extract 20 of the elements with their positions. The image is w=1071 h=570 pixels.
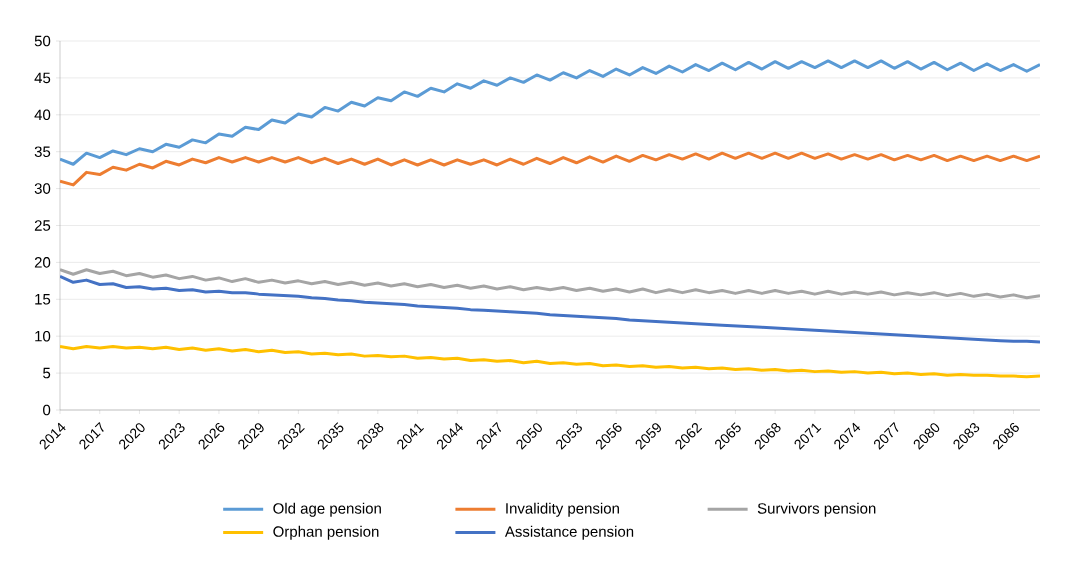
line-series <box>60 345 1041 379</box>
y-tick-label: 15 <box>35 294 51 305</box>
y-tick-label: 10 <box>35 330 51 342</box>
y-tick-label: 45 <box>34 72 51 84</box>
legend-label: Assistance pension <box>504 525 634 540</box>
y-tick-label: 35 <box>34 146 51 157</box>
line-series <box>60 268 1041 300</box>
legend-label: Invalidity pension <box>506 502 619 517</box>
line-series <box>60 151 1041 187</box>
line-series <box>60 59 1041 166</box>
y-tick-label: 5 <box>43 367 51 379</box>
y-tick-label: 40 <box>34 109 51 121</box>
y-tick-label: 50 <box>34 35 51 47</box>
legend-label: Old age pension <box>273 502 381 517</box>
y-tick-label: 0 <box>43 404 51 416</box>
y-tick-label: 20 <box>34 257 51 268</box>
legend-label: Orphan pension <box>273 525 379 540</box>
y-tick-label: 30 <box>34 183 51 194</box>
y-tick-label: 25 <box>34 220 51 231</box>
legend-label: Survivors pension <box>757 502 876 517</box>
